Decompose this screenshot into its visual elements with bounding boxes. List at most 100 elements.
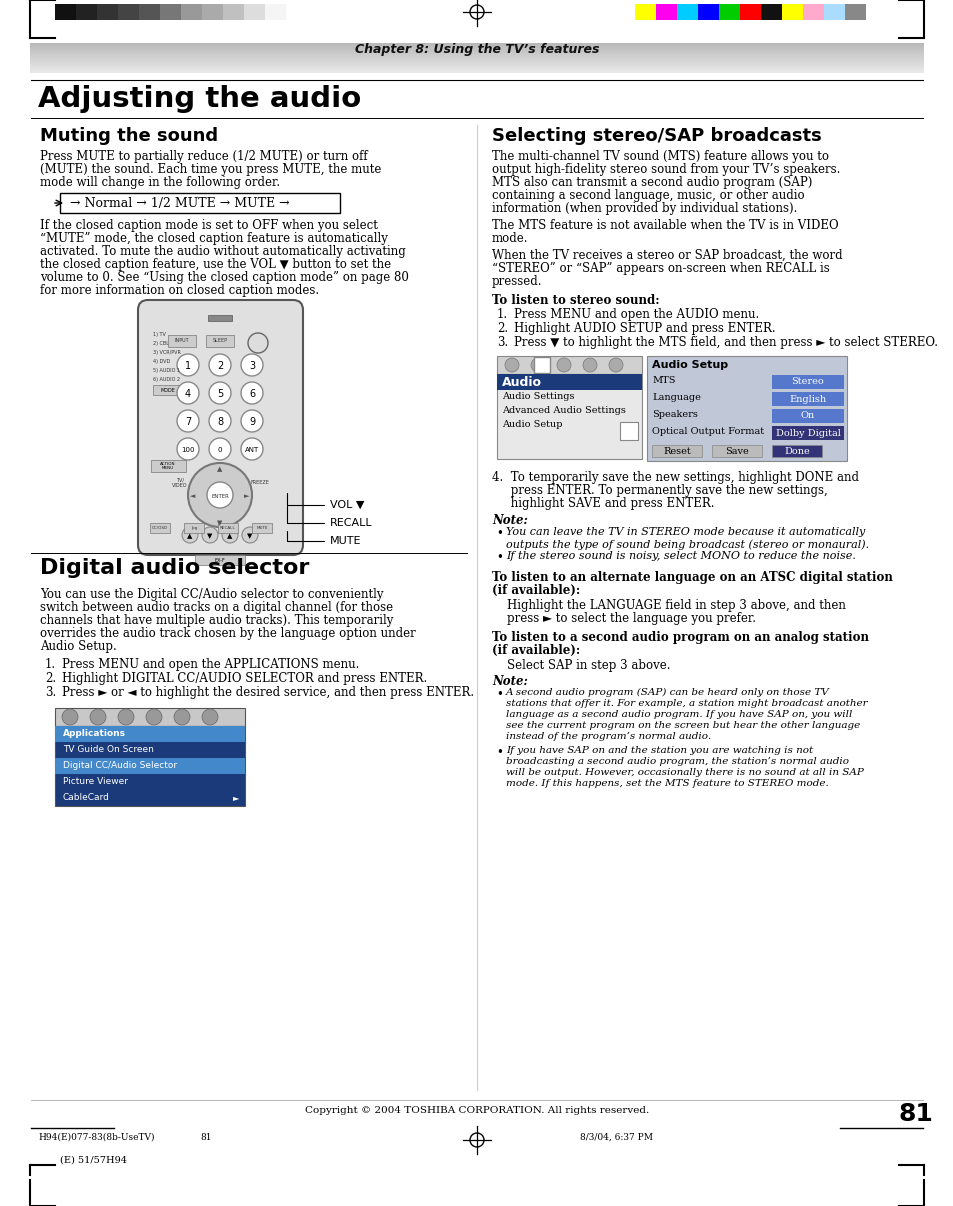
Text: stations that offer it. For example, a station might broadcast another: stations that offer it. For example, a s… [505, 699, 866, 708]
Text: 3.: 3. [45, 686, 56, 699]
Text: 6: 6 [249, 390, 254, 399]
Bar [139, 4, 160, 21]
Text: Note:: Note: [492, 514, 527, 527]
Bar [55, 726, 245, 806]
Text: SLEEP: SLEEP [213, 339, 227, 344]
Text: •: • [496, 527, 502, 540]
Bar [646, 356, 846, 461]
Circle shape [177, 382, 199, 404]
Text: pressed.: pressed. [492, 275, 542, 288]
Text: Jog: Jog [191, 526, 197, 529]
Text: channels that have multiple audio tracks). This temporarily: channels that have multiple audio tracks… [40, 614, 393, 627]
Text: Highlight the LANGUAGE field in step 3 above, and then: Highlight the LANGUAGE field in step 3 a… [506, 599, 845, 611]
Text: 3) VCR/PVR: 3) VCR/PVR [152, 350, 181, 355]
Text: mode. If this happens, set the MTS feature to STEREO mode.: mode. If this happens, set the MTS featu… [505, 779, 828, 788]
Bar [223, 4, 244, 21]
Circle shape [608, 358, 622, 371]
Text: Select SAP in step 3 above.: Select SAP in step 3 above. [506, 658, 670, 672]
Circle shape [582, 358, 597, 371]
Bar [55, 4, 76, 21]
Text: MTS also can transmit a second audio program (SAP): MTS also can transmit a second audio pro… [492, 176, 812, 189]
Bar [151, 459, 186, 472]
Text: 8: 8 [216, 417, 223, 427]
Text: 81: 81 [898, 1102, 932, 1126]
Circle shape [557, 358, 571, 371]
Text: Audio Setup: Audio Setup [501, 420, 562, 429]
Text: MUTE: MUTE [330, 535, 361, 546]
Text: Done: Done [783, 446, 809, 456]
Circle shape [241, 355, 263, 376]
Text: Reset: Reset [662, 446, 690, 456]
Text: Press ► or ◄ to highlight the desired service, and then press ENTER.: Press ► or ◄ to highlight the desired se… [62, 686, 474, 699]
Bar [55, 759, 245, 774]
Bar [635, 4, 656, 21]
Text: Press MENU and open the AUDIO menu.: Press MENU and open the AUDIO menu. [514, 308, 759, 321]
Text: 6) AUDIO 2: 6) AUDIO 2 [152, 377, 180, 382]
Text: RECALL: RECALL [220, 526, 235, 529]
Text: TV/
VIDEO: TV/ VIDEO [172, 478, 188, 488]
Text: 1.: 1. [45, 658, 56, 671]
Circle shape [202, 527, 218, 543]
Text: (if available):: (if available): [492, 584, 579, 597]
Text: MTS: MTS [651, 376, 675, 385]
Text: ▲: ▲ [227, 533, 233, 539]
Text: containing a second language, music, or other audio: containing a second language, music, or … [492, 189, 803, 201]
Text: If the stereo sound is noisy, select MONO to reduce the noise.: If the stereo sound is noisy, select MON… [505, 551, 855, 561]
Bar [534, 357, 550, 373]
Text: Digital audio selector: Digital audio selector [40, 558, 309, 578]
Bar [118, 4, 139, 21]
Text: 1: 1 [185, 361, 191, 371]
Text: mode will change in the following order.: mode will change in the following order. [40, 176, 280, 189]
Text: Note:: Note: [492, 675, 527, 687]
Circle shape [90, 709, 106, 725]
Bar [160, 4, 181, 21]
Text: If you have SAP on and the station you are watching is not: If you have SAP on and the station you a… [505, 747, 812, 755]
Bar [698, 4, 719, 21]
Text: You can use the Digital CC/Audio selector to conveniently: You can use the Digital CC/Audio selecto… [40, 589, 383, 601]
Text: 3.: 3. [497, 336, 508, 349]
Text: overrides the audio track chosen by the language option under: overrides the audio track chosen by the … [40, 627, 416, 640]
Bar [252, 523, 272, 533]
Bar [740, 4, 760, 21]
Text: Picture Viewer: Picture Viewer [63, 778, 128, 786]
Text: VOL ▼: VOL ▼ [330, 500, 364, 510]
Text: 2.: 2. [497, 322, 508, 335]
Text: output high-fidelity stereo sound from your TV’s speakers.: output high-fidelity stereo sound from y… [492, 163, 840, 176]
Text: Speakers: Speakers [651, 410, 698, 418]
Circle shape [241, 410, 263, 432]
Bar [719, 4, 740, 21]
Text: 0: 0 [217, 447, 222, 453]
Text: English: English [789, 394, 825, 404]
Text: ►: ► [244, 493, 250, 499]
Text: The multi-channel TV sound (MTS) feature allows you to: The multi-channel TV sound (MTS) feature… [492, 150, 828, 163]
Text: To listen to a second audio program on an analog station: To listen to a second audio program on a… [492, 631, 868, 644]
Bar [55, 708, 245, 726]
Text: broadcasting a second audio program, the station’s normal audio: broadcasting a second audio program, the… [505, 757, 848, 766]
Text: the closed caption feature, use the VOL ▼ button to set the: the closed caption feature, use the VOL … [40, 258, 391, 271]
Circle shape [531, 358, 544, 371]
Text: Chapter 8: Using the TV’s features: Chapter 8: Using the TV’s features [355, 43, 598, 55]
Text: 1.: 1. [497, 308, 508, 321]
Bar [677, 4, 698, 21]
Text: Press MUTE to partially reduce (1/2 MUTE) or turn off: Press MUTE to partially reduce (1/2 MUTE… [40, 150, 367, 163]
Text: RECALL: RECALL [330, 519, 373, 528]
Text: 2.: 2. [45, 672, 56, 685]
Text: Audio: Audio [501, 375, 541, 388]
Text: When the TV receives a stereo or SAP broadcast, the word: When the TV receives a stereo or SAP bro… [492, 248, 841, 262]
Text: 5) AUDIO 1: 5) AUDIO 1 [152, 368, 180, 373]
Text: → Normal → 1/2 MUTE → MUTE →: → Normal → 1/2 MUTE → MUTE → [70, 197, 290, 210]
Bar [218, 523, 237, 533]
Text: Stereo: Stereo [791, 377, 823, 386]
Text: highlight SAVE and press ENTER.: highlight SAVE and press ENTER. [492, 497, 714, 510]
Bar [497, 356, 641, 374]
Bar [150, 523, 170, 533]
Text: CableCard: CableCard [63, 794, 110, 802]
Bar [823, 4, 844, 21]
Text: ACTION
MENU: ACTION MENU [160, 462, 175, 470]
Bar [194, 555, 245, 564]
Text: ▼: ▼ [247, 533, 253, 539]
Text: 4: 4 [185, 390, 191, 399]
Text: ◄: ◄ [190, 493, 195, 499]
Text: “MUTE” mode, the closed caption feature is automatically: “MUTE” mode, the closed caption feature … [40, 232, 388, 245]
Text: language as a second audio program. If you have SAP on, you will: language as a second audio program. If y… [505, 710, 851, 719]
